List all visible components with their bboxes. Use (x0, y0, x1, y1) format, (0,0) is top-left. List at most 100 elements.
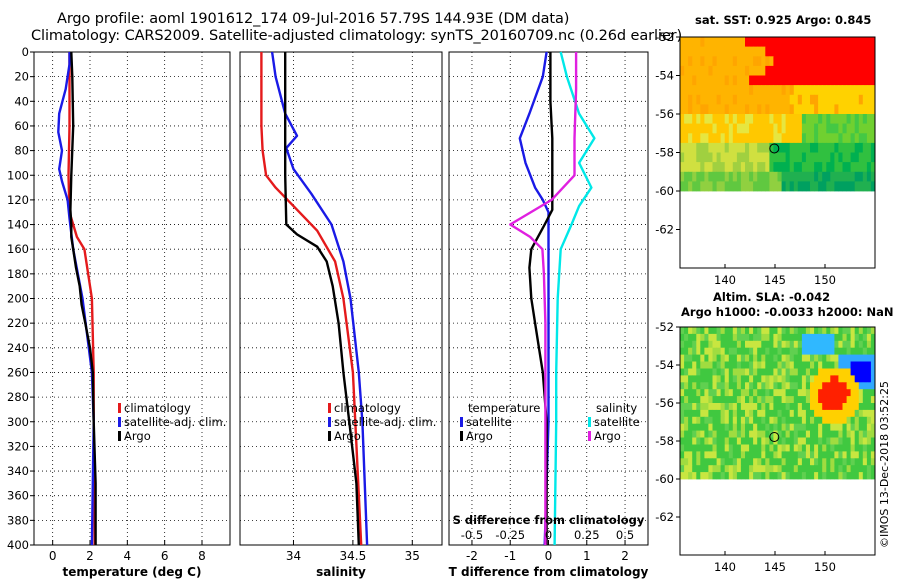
sla-map-cell (838, 431, 843, 438)
sst-map-cell (786, 124, 791, 134)
sla-map-cell (721, 438, 726, 445)
sst-map-cell (847, 143, 852, 153)
sla-map-cell (741, 341, 746, 348)
sst-map-cell (810, 153, 815, 163)
sla-map-cell (794, 375, 799, 382)
sst-map-cell (696, 85, 701, 95)
sla-map-cell (863, 472, 868, 479)
sst-map-cell (773, 95, 778, 105)
sla-map-cell (749, 334, 754, 341)
sla-map-cell (721, 417, 726, 424)
sla-map-cell (806, 369, 811, 376)
sla-map-cell (863, 369, 868, 376)
sla-map-cell (741, 334, 746, 341)
sla-map-cell (708, 382, 713, 389)
sla-map-cell (769, 348, 774, 355)
sla-map-cell (765, 327, 770, 334)
sla-map-cell (843, 382, 848, 389)
sla-map-cell (798, 424, 803, 431)
sla-map-cell (737, 458, 742, 465)
sla-map-cell (713, 458, 718, 465)
sst-map-cell (717, 95, 722, 105)
sst-map-cell (749, 172, 754, 182)
sst-map-cell (737, 114, 742, 124)
sla-map-cell (851, 348, 856, 355)
sla-map-cell (721, 327, 726, 334)
sla-map-cell (729, 410, 734, 417)
sst-map-cell (810, 56, 815, 66)
sst-map-cell (684, 133, 689, 143)
sst-map-cell (773, 37, 778, 47)
sla-map-cell (717, 438, 722, 445)
sst-map-cell (765, 181, 770, 191)
sla-map-cell (810, 327, 815, 334)
sst-map-cell (773, 66, 778, 76)
sst-map-cell (810, 47, 815, 57)
sst-map-cell (814, 85, 819, 95)
sst-map-cell (802, 56, 807, 66)
sla-map-cell (741, 403, 746, 410)
sla-map-cell (737, 382, 742, 389)
sst-map-cell (688, 143, 693, 153)
sst-map-cell (745, 172, 750, 182)
sst-map-cell (704, 181, 709, 191)
sla-map-cell (810, 355, 815, 362)
sal-legend-label: climatology (334, 401, 401, 415)
sla-map-cell (810, 458, 815, 465)
sla-map-cell (749, 348, 754, 355)
sdiff-legend-title: salinity (596, 401, 637, 415)
sst-map-cell (806, 133, 811, 143)
sst-map-cell (713, 47, 718, 57)
sla-map-cell (806, 362, 811, 369)
sla-map-cell (725, 396, 730, 403)
sst-map-title: sat. SST: 0.925 Argo: 0.845 (695, 13, 871, 27)
sla-map-cell (761, 348, 766, 355)
sst-map-cell (810, 85, 815, 95)
sla-map-cell (814, 403, 819, 410)
sla-map-cell (798, 327, 803, 334)
sla-map-cell (696, 396, 701, 403)
sst-map-cell (814, 133, 819, 143)
sla-map-cell (798, 451, 803, 458)
sla-map-cell (708, 341, 713, 348)
sst-map-cell (830, 133, 835, 143)
sla-map-cell (704, 341, 709, 348)
sst-map-cell (692, 66, 697, 76)
sst-map-cell (680, 162, 685, 172)
y-tick-label: 180 (7, 267, 29, 281)
sla-map-cell (867, 348, 872, 355)
sla-map-cell (798, 375, 803, 382)
sla-map-cell (867, 355, 872, 362)
sla-map-cell (810, 369, 815, 376)
sst-map-cell (692, 143, 697, 153)
sla-map-cell (725, 327, 730, 334)
sla-map-cell (782, 334, 787, 341)
sst-map-cell (822, 133, 827, 143)
sla-map-cell (769, 445, 774, 452)
sst-map-cell (810, 114, 815, 124)
sla-map-cell (708, 403, 713, 410)
sst-map-cell (749, 85, 754, 95)
sst-map-cell (794, 104, 799, 114)
sla-map-cell (684, 424, 689, 431)
sla-map-cell (704, 431, 709, 438)
sla-map-cell (859, 417, 864, 424)
sst-map-cell (798, 172, 803, 182)
sst-map-cell (717, 66, 722, 76)
sst-map-cell (692, 85, 697, 95)
x-axis-label: temperature (deg C) (63, 565, 202, 579)
sla-map-cell (826, 341, 831, 348)
x-tick-label: 2 (86, 549, 94, 563)
sst-map-cell (822, 181, 827, 191)
sla-map-cell (717, 458, 722, 465)
sst-map-cell (863, 37, 868, 47)
sst-map-cell (733, 153, 738, 163)
sla-map-cell (790, 438, 795, 445)
sla-map-cell (733, 362, 738, 369)
sst-map-cell (721, 37, 726, 47)
sla-map-cell (863, 438, 868, 445)
sst-map-cell (737, 104, 742, 114)
sla-map-cell (737, 438, 742, 445)
sla-map-cell (757, 375, 762, 382)
sst-map-cell (688, 133, 693, 143)
